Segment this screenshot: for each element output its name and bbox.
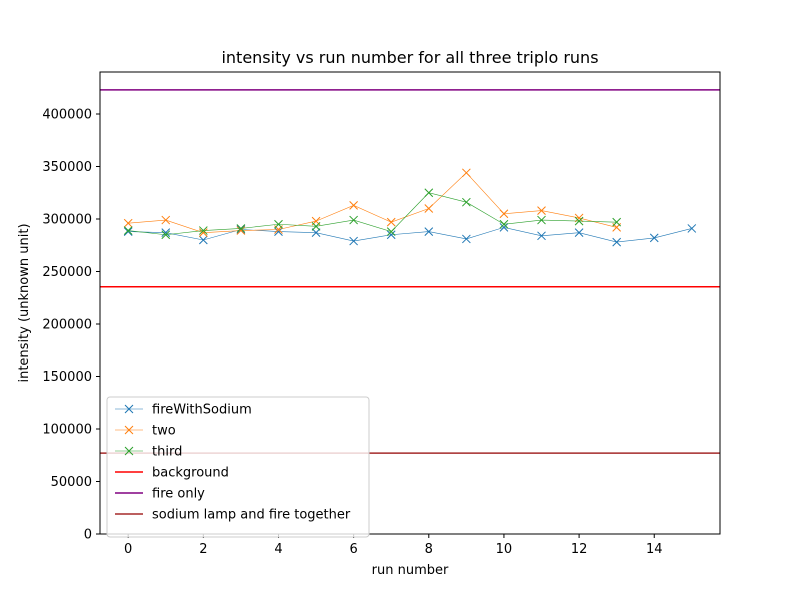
y-axis-label: intensity (unknown unit) [17,223,32,382]
x-axis: 0 2 4 6 8 10 12 14 [124,534,663,557]
series-0-point-15 [687,224,697,233]
series-1-point-9 [462,168,471,178]
legend-label-2: third [152,445,182,460]
y-tick-label-5: 250000 [42,265,92,280]
series-0-point-3 [236,225,246,234]
y-tick-label-7: 350000 [42,160,92,175]
legend-label-0: fireWithSodium [152,403,252,418]
x-tick-label-1: 2 [199,542,207,557]
legend-box [106,396,370,538]
y-tick-label-3: 150000 [42,370,92,385]
series-line-0 [128,227,692,243]
series-1-point-7 [386,217,396,227]
series-2-point-6 [349,215,358,225]
series-1-point-2 [198,228,208,238]
series-2-point-7 [386,227,396,236]
x-tick-label-7: 14 [646,542,663,557]
x-axis-label: run number [372,563,449,578]
series-2-point-10 [499,219,509,229]
legend-swatch-marker-1 [124,425,134,435]
y-tick-label-4: 200000 [42,318,92,333]
series-line-2 [128,192,617,236]
y-tick-label-2: 100000 [42,423,92,438]
series-0-point-6 [349,236,358,246]
legend-swatch-marker-2 [124,446,134,456]
y-tick-label-0: 0 [84,528,92,543]
legend-label-4: fire only [152,487,205,502]
series-0-point-14 [649,233,659,243]
legend-swatch-marker-0 [124,404,134,414]
x-tick-label-4: 8 [425,542,433,557]
y-axis: 0 50000 100000 150000 200000 250000 300000 3500… [42,108,100,543]
x-tick-label-3: 6 [349,542,357,557]
y-tick-label-8: 400000 [42,108,92,123]
y-tick-label-1: 50000 [51,475,92,490]
series-1-point-11 [537,206,546,215]
series-line-1 [128,172,617,233]
series-2-point-8 [424,188,434,198]
series-0-point-5 [311,228,321,238]
y-tick-label-6: 300000 [42,213,92,228]
legend: fireWithSodium two third background fire onl… [106,396,370,538]
series-0-point-13 [612,237,622,247]
x-tick-label-2: 4 [274,542,282,557]
x-tick-label-5: 10 [496,542,513,557]
series-0-point-11 [537,231,546,241]
series-2-point-9 [462,197,471,207]
series-0-point-9 [462,234,471,244]
series-2-point-3 [236,224,246,233]
series-0-point-7 [386,230,396,240]
series-2-point-5 [311,221,321,231]
series-0-point-8 [424,227,434,236]
legend-label-3: background [152,466,229,481]
series-1-point-12 [574,213,584,223]
series-1-point-10 [499,209,509,219]
series-2-point-1 [161,230,171,240]
legend-label-5: sodium lamp and fire together [152,508,351,523]
series-1-point-8 [424,204,434,213]
series-2-point-11 [537,215,546,225]
series-1-point-0 [123,218,133,228]
plot-frame [99,71,721,535]
series-2-point-13 [612,217,622,227]
chart-title: intensity vs run number for all three tr… [221,48,598,67]
x-tick-label-6: 12 [571,542,588,557]
series-1-point-1 [161,215,171,225]
series-0-point-1 [161,228,171,238]
series-0-point-0 [123,227,133,236]
series-0-point-10 [499,223,509,232]
series-2-point-0 [123,226,133,235]
series-0-point-12 [574,228,584,238]
series-2-point-2 [198,226,208,235]
x-tick-label-0: 0 [124,542,132,557]
series-0-point-2 [198,235,208,245]
series-1-point-6 [349,200,358,210]
series-2-point-12 [574,216,584,226]
series-2-point-4 [274,219,283,229]
legend-label-1: two [152,424,176,439]
